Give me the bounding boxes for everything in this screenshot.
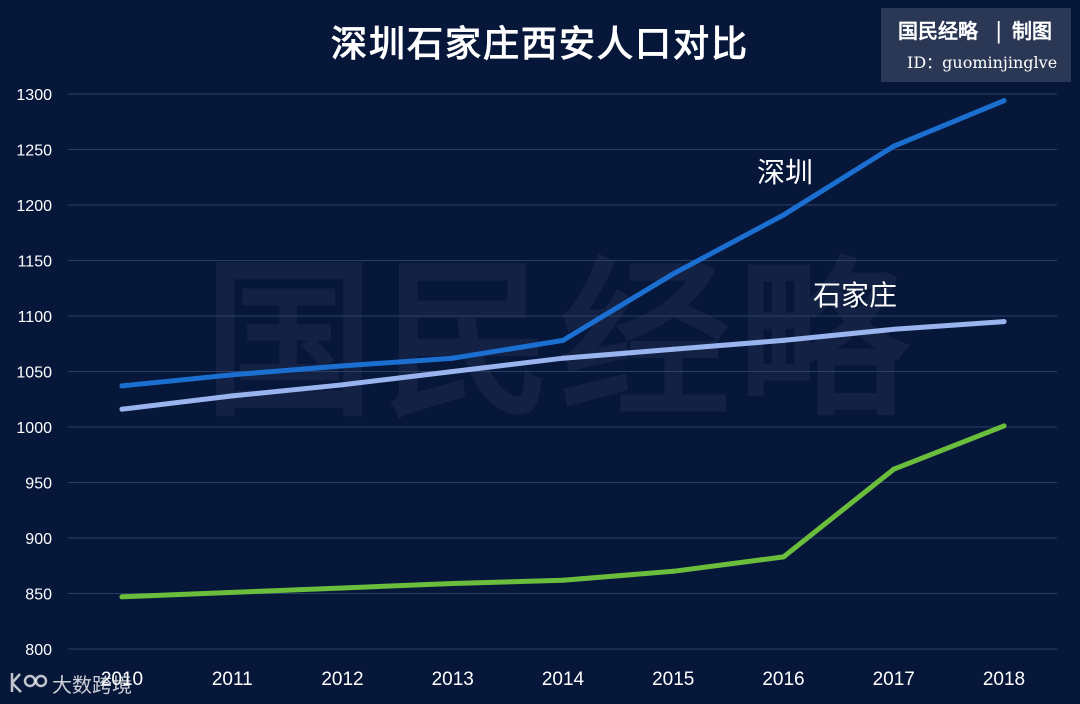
brand-badge-background [881, 8, 1071, 82]
chart-title: 深圳石家庄西安人口对比 [331, 24, 749, 65]
y-tick-label-1050: 1050 [16, 365, 52, 382]
y-tick-label-1000: 1000 [16, 420, 52, 437]
x-tick-label-2017: 2017 [873, 669, 915, 690]
x-tick-label-2013: 2013 [432, 669, 474, 690]
y-tick-label-1300: 1300 [16, 87, 52, 104]
series-label-layer: 深圳石家庄 [757, 156, 897, 312]
y-tick-label-1250: 1250 [16, 143, 52, 160]
data-point-1-2016 [781, 337, 786, 343]
series-layer [119, 98, 1007, 600]
data-point-1-2017 [891, 326, 897, 332]
x-tick-label-2018: 2018 [983, 669, 1025, 690]
y-axis-ticks: 800 850 900 950 1000 1050 1100 1150 1200 1250 1300 [16, 87, 52, 659]
brand-badge-name: 国民经略 [898, 19, 979, 43]
data-point-2-2014 [560, 577, 566, 583]
brand-badge-divider: | [995, 19, 1002, 44]
data-point-1-2012 [340, 382, 345, 388]
x-tick-label-2010: 2010 [101, 669, 143, 690]
data-point-1-2013 [450, 369, 456, 374]
data-point-1-2018 [1001, 319, 1007, 325]
y-tick-label-800: 800 [25, 642, 52, 659]
data-point-2-2010 [119, 594, 125, 600]
y-tick-label-850: 850 [25, 587, 52, 604]
data-point-0-2012 [340, 363, 345, 369]
data-point-0-2014 [560, 337, 566, 343]
brand-badge-suffix: 制图 [1012, 19, 1052, 43]
brand-badge-id: ID：guominjinglve [907, 53, 1057, 72]
data-point-2-2016 [781, 554, 786, 560]
data-point-0-2015 [670, 271, 676, 277]
data-point-2-2018 [1001, 423, 1007, 429]
series-line-2 [119, 423, 1007, 600]
x-tick-label-2014: 2014 [542, 669, 585, 690]
corner-logo-text: 大数跨境 [52, 673, 132, 697]
y-tick-label-1100: 1100 [18, 309, 53, 326]
y-tick-label-1200: 1200 [16, 198, 52, 215]
data-point-1-2011 [229, 393, 235, 399]
corner-logo: 大数跨境 [10, 673, 132, 697]
x-tick-label-2012: 2012 [321, 669, 363, 690]
x-tick-label-2011: 2011 [212, 669, 253, 690]
x-tick-label-2016: 2016 [762, 669, 804, 690]
corner-logo-icon [10, 673, 48, 693]
y-tick-label-1150: 1150 [18, 254, 53, 271]
data-point-0-2010 [119, 383, 125, 389]
data-point-0-2018 [1001, 98, 1007, 104]
data-point-0-2013 [450, 355, 456, 361]
data-point-0-2017 [891, 143, 897, 149]
data-point-2-2012 [340, 585, 345, 591]
data-point-0-2011 [229, 372, 235, 378]
data-point-1-2010 [119, 406, 125, 412]
data-point-1-2015 [670, 346, 676, 352]
data-point-0-2016 [781, 212, 786, 218]
data-point-2-2011 [229, 589, 235, 595]
data-point-2-2015 [670, 568, 676, 574]
series-label-1: 石家庄 [813, 279, 897, 312]
y-tick-label-900: 900 [25, 531, 52, 548]
x-axis-ticks: 2010 2011 2012 2013 2014 2015 2016 2017 2018 [101, 669, 1025, 690]
grid-layer [68, 93, 1057, 650]
series-label-0: 深圳 [757, 156, 813, 189]
x-tick-label-2015: 2015 [652, 669, 694, 690]
data-point-2-2017 [891, 466, 897, 472]
data-point-1-2014 [560, 355, 566, 361]
brand-badge: 国民经略 | 制图 ID：guominjinglve [881, 8, 1071, 82]
data-point-2-2013 [450, 581, 456, 587]
y-tick-label-950: 950 [25, 476, 52, 493]
